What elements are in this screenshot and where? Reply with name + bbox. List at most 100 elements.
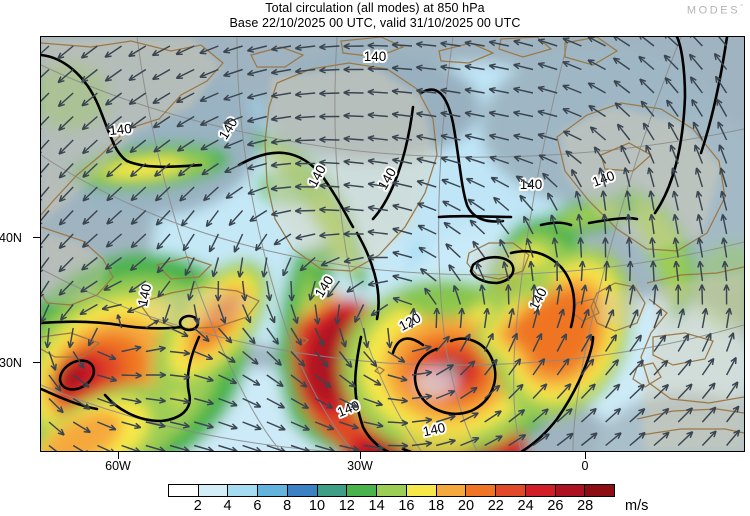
- colorbar-segment-4: [287, 485, 318, 496]
- wind-arrow: [697, 260, 704, 282]
- wind-arrow: [513, 133, 534, 141]
- modes-logo: MODES°: [687, 4, 743, 17]
- wind-arrow: [218, 350, 236, 364]
- wind-arrow: [651, 284, 659, 305]
- wind-arrow: [156, 233, 171, 250]
- y-axis-tickmark-30n: [33, 362, 41, 364]
- wind-arrow: [513, 62, 534, 71]
- wind-arrow: [176, 139, 195, 152]
- wind-arrow: [82, 186, 98, 202]
- wind-arrow: [499, 238, 510, 258]
- colorbar-tick-16: 16: [398, 498, 415, 514]
- wind-arrow: [265, 280, 273, 302]
- wind-arrow: [240, 280, 248, 302]
- wind-arrow: [693, 144, 704, 164]
- wind-arrow: [625, 213, 632, 235]
- wind-arrow: [294, 114, 316, 121]
- wind-arrow: [419, 267, 437, 282]
- wind-arrow: [392, 296, 413, 306]
- wind-arrow: [701, 307, 709, 329]
- wind-arrow: [223, 115, 243, 125]
- wind-arrow: [605, 407, 622, 423]
- wind-arrow: [217, 327, 233, 344]
- wind-arrow: [367, 204, 388, 212]
- wind-arrow: [601, 213, 609, 235]
- wind-arrow: [532, 308, 540, 329]
- page-title: Total circulation (all modes) at 850 hPa: [265, 1, 485, 15]
- wind-arrow: [177, 162, 195, 177]
- svg-text:140: 140: [135, 282, 154, 307]
- wind-arrow: [689, 37, 703, 47]
- wind-arrow: [339, 444, 360, 451]
- wind-arrow: [532, 408, 549, 423]
- wind-arrow: [613, 37, 631, 47]
- wind-arrow: [58, 256, 74, 273]
- wind-arrow: [128, 280, 147, 293]
- wind-arrow: [484, 384, 501, 400]
- wind-arrow: [598, 167, 607, 188]
- wind-arrow: [464, 63, 485, 71]
- wind-arrow: [41, 280, 50, 297]
- wind-arrow: [199, 45, 219, 55]
- wind-arrow: [145, 421, 166, 429]
- wind-arrow: [266, 421, 286, 431]
- colorbar-segment-9: [436, 485, 467, 496]
- wind-arrow: [580, 358, 595, 376]
- wind-arrow: [479, 284, 486, 305]
- wind-arrow: [576, 213, 583, 235]
- wind-arrow: [362, 327, 370, 349]
- x-axis-tickmark-60w: [118, 452, 120, 459]
- colorbar-tick-labels: 2 4 6 8 10 12 14 16 18 20 22 24 26 28: [168, 498, 615, 516]
- wind-arrow: [41, 210, 50, 225]
- colorbar[interactable]: [168, 484, 615, 497]
- wind-arrow: [589, 126, 607, 141]
- wind-arrow: [81, 139, 98, 155]
- wind-arrow: [224, 162, 243, 174]
- wind-arrow: [294, 160, 316, 167]
- wind-arrow: [677, 333, 690, 352]
- wind-arrow: [435, 414, 456, 423]
- wind-arrow: [691, 98, 704, 117]
- wind-arrow: [604, 284, 612, 305]
- wind-arrow: [81, 115, 98, 131]
- wind-arrow: [484, 435, 503, 447]
- wind-arrow: [475, 262, 486, 282]
- wind-arrow: [415, 64, 437, 72]
- colorbar-tick-12: 12: [338, 498, 355, 514]
- wind-arrow: [180, 210, 195, 227]
- wind-arrow: [669, 144, 679, 164]
- wind-arrow: [79, 303, 98, 316]
- wind-arrow: [436, 438, 456, 447]
- wind-arrow: [81, 233, 98, 248]
- weather-map[interactable]: 140 140 140 140 140 140 140 140 140 140 140 140 140 1…: [40, 36, 745, 452]
- wind-arrow: [218, 421, 238, 430]
- svg-text:140: 140: [364, 49, 387, 64]
- wind-arrow: [106, 209, 123, 225]
- wind-arrow: [714, 75, 728, 94]
- wind-arrow: [156, 257, 171, 274]
- wind-arrow: [725, 307, 733, 329]
- colorbar-tick-26: 26: [547, 498, 564, 514]
- wind-arrow: [223, 92, 243, 101]
- wind-arrow: [537, 85, 558, 94]
- wind-arrow: [367, 181, 388, 188]
- wind-arrow: [537, 132, 558, 141]
- wind-arrow: [490, 176, 510, 188]
- wind-arrow: [580, 407, 597, 423]
- wind-arrow: [464, 87, 485, 94]
- wind-arrow: [391, 157, 413, 165]
- wind-arrow: [246, 139, 267, 147]
- wind-arrow: [129, 256, 147, 271]
- wind-arrow: [237, 257, 244, 278]
- wind-arrow: [532, 433, 550, 447]
- wind-arrow: [692, 121, 704, 141]
- wind-arrow: [416, 179, 437, 188]
- wind-arrow: [587, 59, 606, 71]
- wind-arrow: [556, 308, 565, 329]
- colorbar-segment-10: [466, 485, 497, 496]
- wind-arrow: [605, 383, 621, 400]
- colorbar-segment-8: [406, 485, 437, 496]
- wind-arrow: [320, 256, 340, 267]
- wind-arrow: [41, 304, 50, 324]
